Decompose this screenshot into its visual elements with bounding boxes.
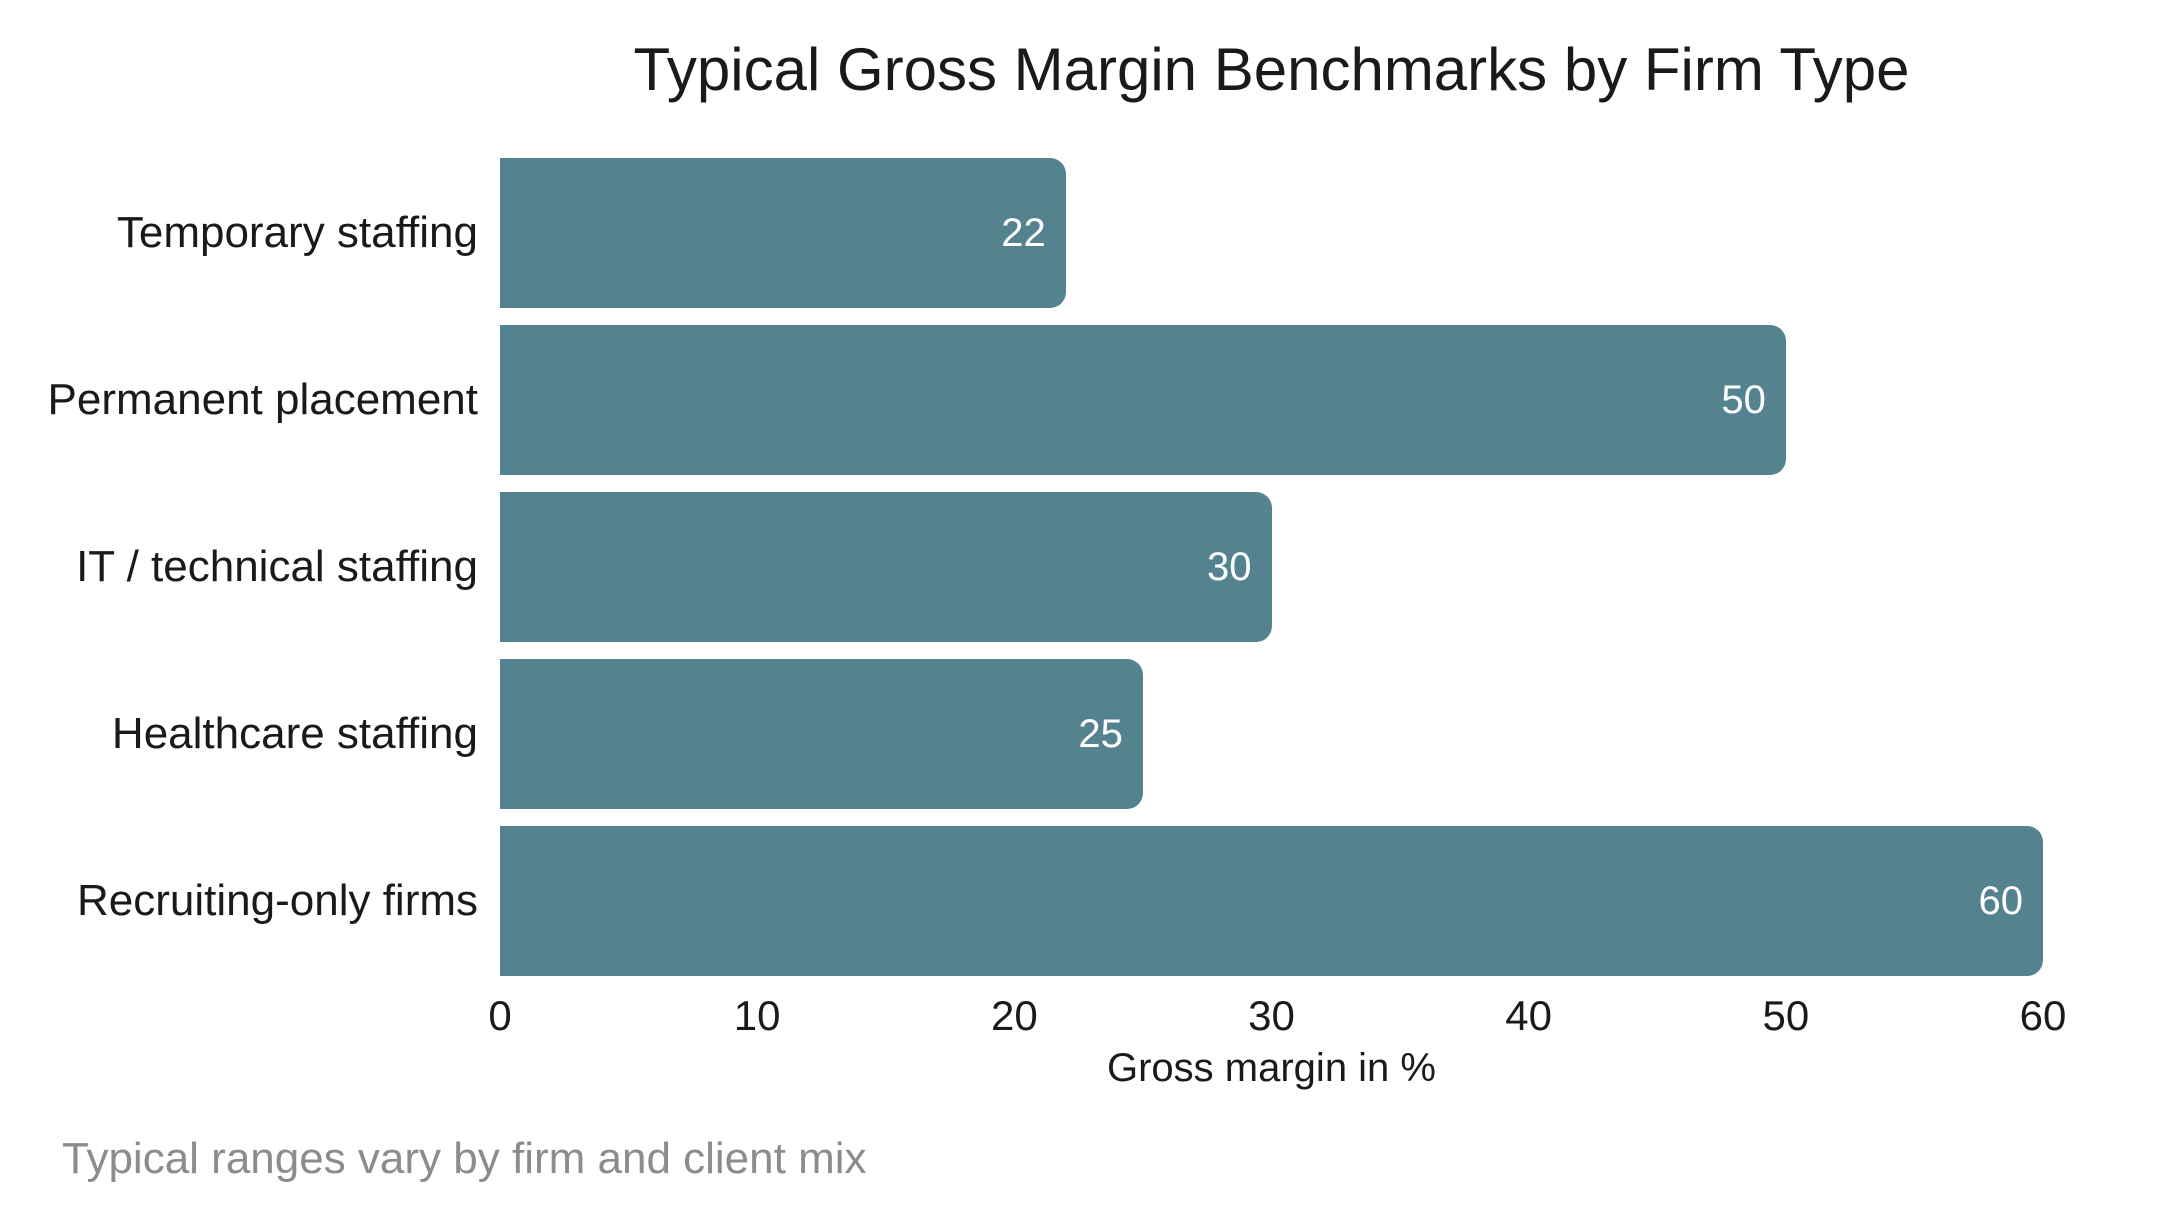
category-label: Permanent placement: [47, 375, 478, 424]
chart-title: Typical Gross Margin Benchmarks by Firm …: [633, 36, 1910, 103]
category-label: Temporary staffing: [116, 208, 478, 257]
bar: 22: [500, 158, 1066, 308]
x-tick-label: 50: [1762, 992, 1810, 1039]
bar: 25: [500, 659, 1143, 809]
x-tick-label: 60: [2019, 992, 2067, 1039]
x-tick-label: 10: [733, 992, 781, 1039]
bar-value-label: 30: [1207, 545, 1252, 589]
bar: 60: [500, 826, 2043, 976]
x-tick-label: 40: [1505, 992, 1553, 1039]
x-tick-label: 20: [990, 992, 1038, 1039]
bar: 50: [500, 325, 1786, 475]
bar-value-label: 25: [1078, 712, 1123, 756]
category-label: Recruiting-only firms: [77, 876, 478, 925]
x-tick-label: 0: [488, 992, 512, 1039]
category-label: IT / technical staffing: [76, 542, 478, 591]
bar-value-label: 22: [1001, 211, 1046, 255]
bar: 30: [500, 492, 1272, 642]
bar-value-label: 60: [1978, 879, 2024, 923]
category-label: Healthcare staffing: [111, 709, 478, 758]
bar-value-label: 50: [1721, 378, 1766, 422]
x-tick-label: 30: [1248, 992, 1295, 1039]
chart-footnote: Typical ranges vary by firm and client m…: [62, 1134, 867, 1183]
x-axis-label: Gross margin in %: [1107, 1046, 1436, 1090]
